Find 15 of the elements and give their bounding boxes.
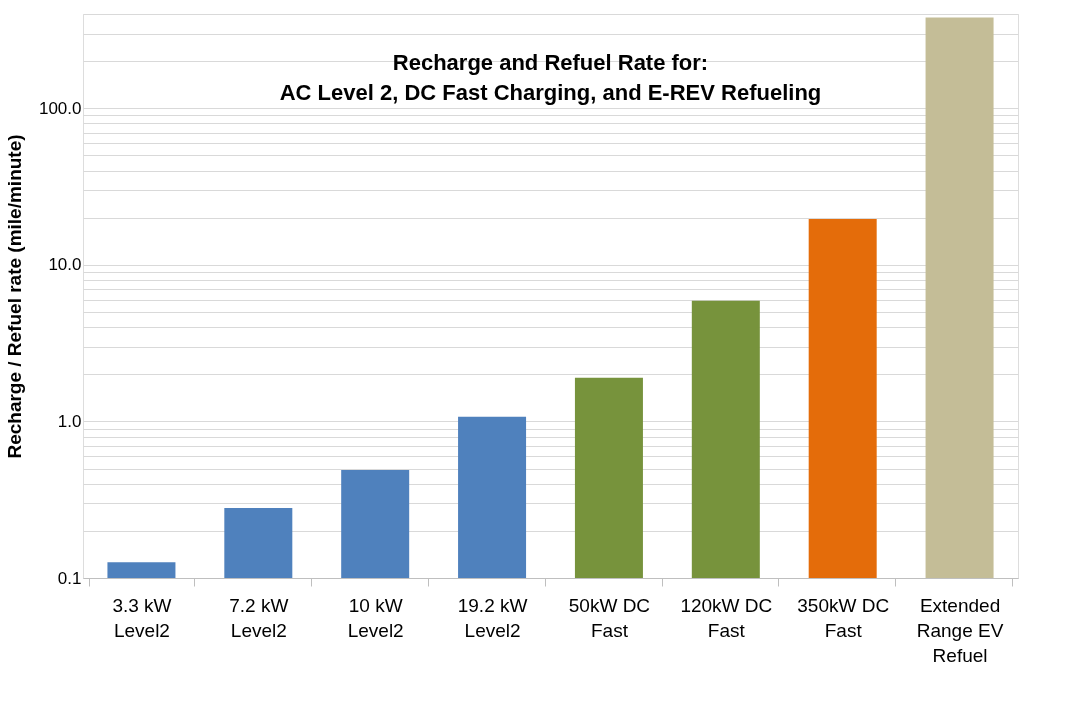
x-tick-label: 50kW DC Fast xyxy=(568,594,651,641)
y-tick-label: 1.0 xyxy=(57,411,82,431)
y-axis-title: Recharge / Refuel rate (mile/minute) xyxy=(3,134,25,459)
x-tick-label: 7.2 kW Level2 xyxy=(229,594,289,641)
x-tick-label: 350kW DC Fast xyxy=(797,594,890,641)
text: Recharge and Refuel Rate for: xyxy=(392,50,709,75)
x-tick-label: 10 kW Level2 xyxy=(347,594,404,641)
y-tick-label: 100.0 xyxy=(38,98,82,118)
x-tick-label: 120kW DC Fast xyxy=(680,594,773,641)
y-tick-label: 10.0 xyxy=(48,255,82,275)
text: AC Level 2, DC Fast Charging, and E-REV Refueling xyxy=(279,80,822,105)
y-tick-label: 0.1 xyxy=(57,568,82,588)
x-tick-label: Extended Range EV Refuel xyxy=(916,594,1004,666)
x-tick-label: 3.3 kW Level2 xyxy=(112,594,172,641)
x-tick-label: 19.2 kW Level2 xyxy=(457,594,528,641)
